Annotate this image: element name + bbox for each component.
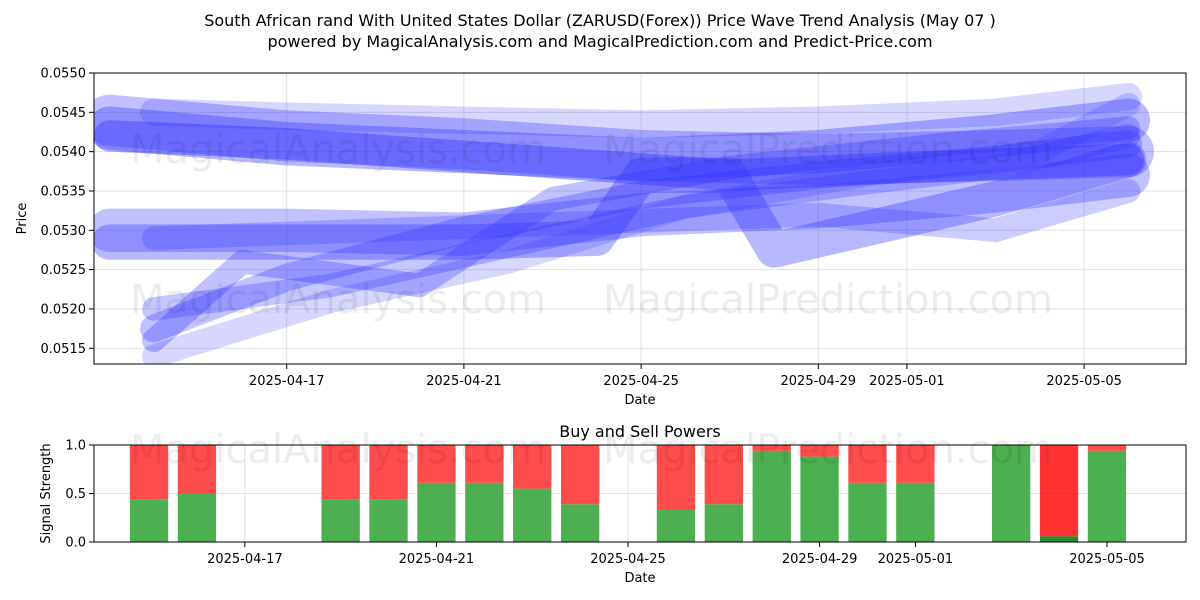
bottom-y-axis-label: Signal Strength (39, 443, 54, 543)
bottom-plot-frame (93, 444, 1187, 543)
top-y-tick-label: 0.0535 (41, 184, 87, 199)
buy-bar (896, 482, 935, 542)
sell-bar (656, 445, 696, 510)
sell-bar (800, 445, 839, 457)
sell-bar (465, 445, 504, 483)
wave-band (94, 94, 1154, 186)
wave-band (140, 130, 1143, 343)
sell-bar (513, 445, 552, 489)
bottom-y-tick-label: 1.0 (65, 439, 86, 454)
buy-bar (752, 450, 791, 542)
sell-bar (129, 445, 169, 500)
sell-bar (896, 445, 935, 483)
buy-bar (656, 510, 696, 542)
wave-band (94, 98, 1151, 182)
buy-bar (465, 482, 504, 542)
bottom-chart-title: Buy and Sell Powers (559, 422, 721, 441)
buy-bar (177, 493, 217, 542)
buy-bar (800, 456, 839, 542)
top-x-tick-label: 2025-04-21 (426, 374, 502, 389)
top-x-tick-label: 2025-05-01 (869, 374, 945, 389)
watermark-bottom-left: MagicalAnalysis.com (130, 427, 546, 473)
bottom-x-tick-label: 2025-05-05 (1069, 552, 1145, 567)
wave-band (94, 120, 1145, 191)
chart-title-line1: South African rand With United States Do… (204, 11, 996, 30)
sell-bar (1039, 445, 1079, 537)
buy-bar (1087, 450, 1127, 542)
bottom-x-tick-label: 2025-04-17 (207, 552, 283, 567)
top-y-tick-label: 0.0540 (41, 145, 87, 160)
wave-band (94, 153, 1151, 256)
wave-band (140, 82, 1143, 138)
sell-bar (752, 445, 791, 451)
buy-bar (704, 504, 743, 542)
sell-bar (561, 445, 600, 505)
wave-band (142, 124, 1141, 321)
top-x-axis-label: Date (624, 393, 655, 408)
buy-bar (513, 488, 552, 542)
watermark-top-left: MagicalAnalysis.com (130, 127, 546, 173)
buy-bar (992, 445, 1031, 542)
buy-bar (1039, 536, 1079, 542)
sell-bar (321, 445, 360, 500)
buy-bar (369, 499, 408, 542)
bottom-x-axis-label: Date (624, 571, 655, 586)
top-y-tick-label: 0.0545 (41, 106, 87, 121)
top-x-tick-label: 2025-05-05 (1046, 374, 1122, 389)
price-wave-plot: 2025-04-17 2025-04-21 2025-04-25 2025-04-29… (15, 67, 1187, 408)
chart-title-line2: powered by MagicalAnalysis.com and Magic… (267, 32, 932, 51)
wave-band (142, 116, 1141, 353)
buy-bar (561, 504, 600, 542)
bottom-x-tick-label: 2025-04-21 (399, 552, 475, 567)
wave-band (94, 141, 1147, 268)
sell-bar (177, 445, 217, 494)
buy-sell-plot: 2025-04-17 2025-04-21 2025-04-25 2025-04-29… (39, 422, 1187, 586)
watermark-bottom-right: MagicalPrediction.com (603, 427, 1053, 473)
buy-bar (129, 499, 169, 542)
top-x-tick-label: 2025-04-25 (603, 374, 679, 389)
top-y-tick-label: 0.0530 (41, 224, 87, 239)
buy-bar (848, 482, 887, 542)
buy-bar (417, 482, 456, 542)
top-y-tick-label: 0.0525 (41, 263, 87, 278)
wave-bands (94, 82, 1154, 364)
top-y-tick-label: 0.0550 (41, 67, 87, 82)
sell-bar (848, 445, 887, 483)
bottom-x-tick-label: 2025-04-25 (590, 552, 666, 567)
bottom-y-tick-label: 0.5 (65, 487, 86, 502)
watermark-top-right: MagicalPrediction.com (603, 127, 1053, 173)
sell-bar (704, 445, 743, 505)
watermark-mid-right: MagicalPrediction.com (603, 277, 1053, 323)
top-y-axis-label: Price (15, 203, 30, 235)
sell-bar (417, 445, 456, 483)
bottom-x-tick-label: 2025-04-29 (782, 552, 858, 567)
sell-bar (1087, 445, 1127, 451)
bottom-y-tick-label: 0.0 (65, 536, 86, 551)
top-y-tick-label: 0.0515 (41, 342, 87, 357)
top-x-tick-label: 2025-04-17 (249, 374, 325, 389)
top-x-tick-label: 2025-04-29 (781, 374, 857, 389)
bottom-x-tick-label: 2025-05-01 (878, 552, 954, 567)
top-plot-frame (93, 72, 1187, 365)
wave-band (142, 179, 1141, 250)
watermark-mid-left: MagicalAnalysis.com (130, 277, 546, 323)
buy-bar (321, 499, 360, 542)
sell-bar (369, 445, 408, 500)
top-y-tick-label: 0.0520 (41, 302, 87, 317)
wave-band (142, 92, 1141, 364)
